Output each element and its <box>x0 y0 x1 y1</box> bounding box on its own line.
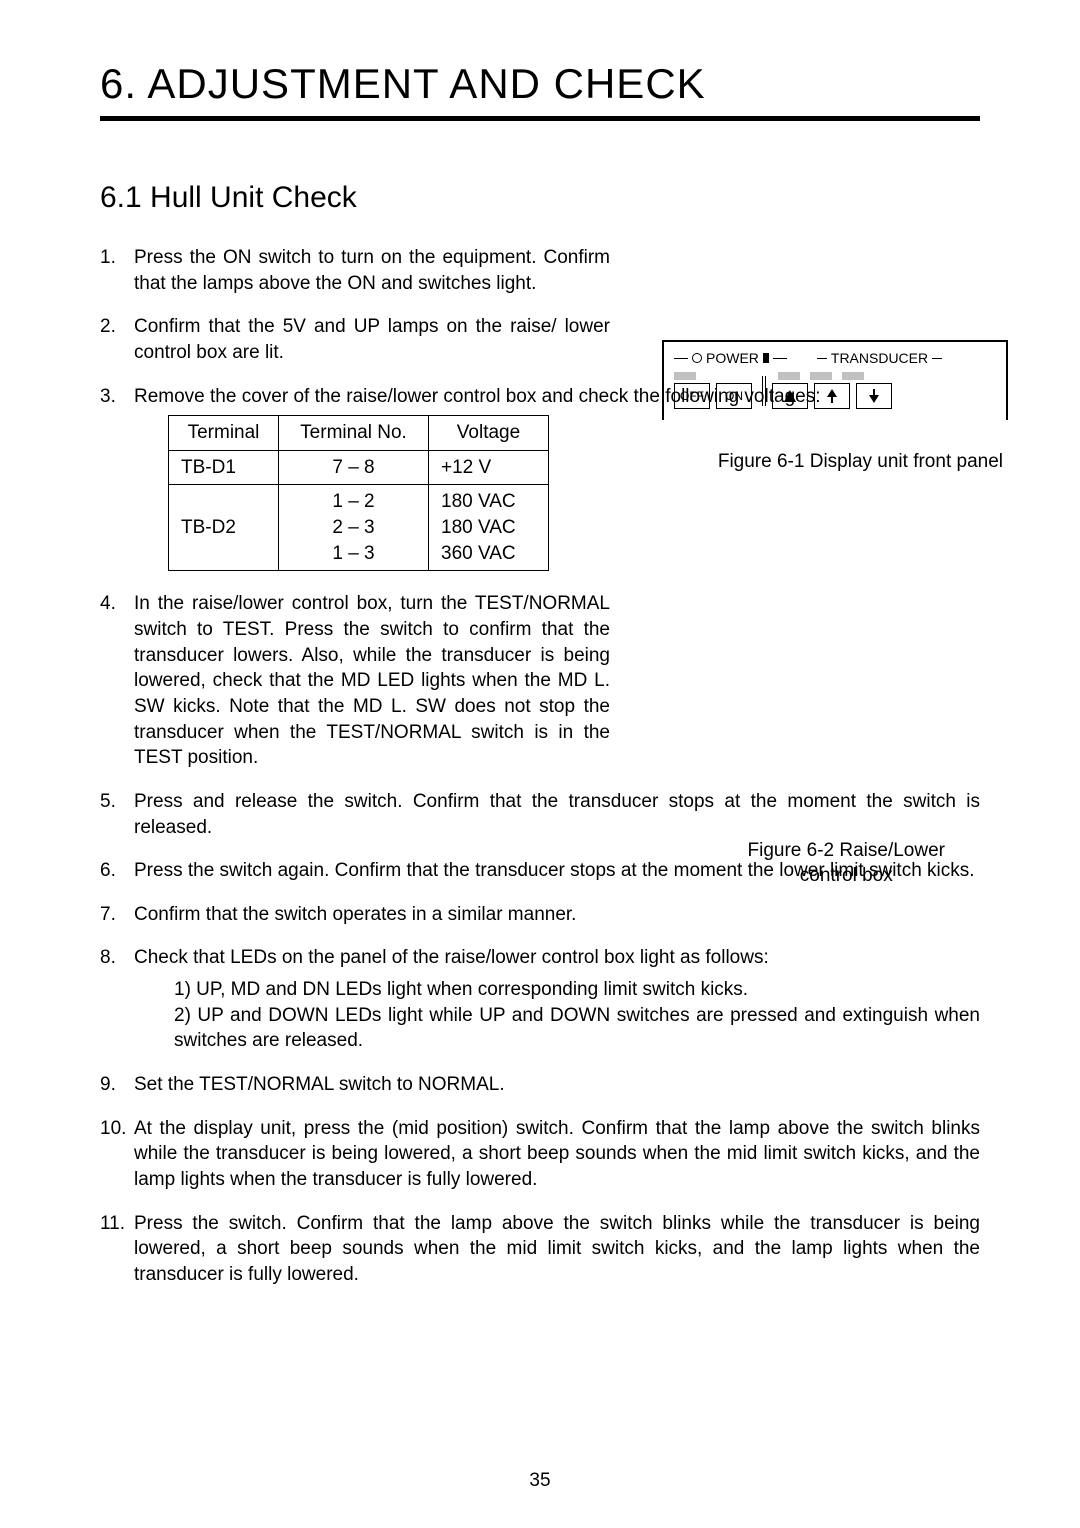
table-header-terminal: Terminal <box>169 416 279 451</box>
step-11: Press the switch. Confirm that the lamp … <box>100 1211 980 1288</box>
step-4: In the raise/lower control box, turn the… <box>100 591 610 770</box>
step-1: Press the ON switch to turn on the equip… <box>100 245 610 296</box>
cell-terminal: TB-D1 <box>169 450 279 485</box>
procedure-list: Press the ON switch to turn on the equip… <box>100 245 980 1288</box>
panel-slot <box>778 372 800 380</box>
cell-terminalno: 1 – 2 2 – 3 1 – 3 <box>279 485 429 571</box>
step-5: Press and release the switch. Confirm th… <box>100 789 980 840</box>
section-title: 6.1 Hull Unit Check <box>100 181 980 215</box>
transducer-label: TRANSDUCER <box>831 350 928 366</box>
cell-terminalno: 7 – 8 <box>279 450 429 485</box>
step-10: At the display unit, press the (mid posi… <box>100 1116 980 1193</box>
table-row: TB-D1 7 – 8 +12 V <box>169 450 549 485</box>
cell-voltage: +12 V <box>429 450 549 485</box>
voltage-table: Terminal Terminal No. Voltage TB-D1 7 – … <box>168 415 549 571</box>
step-3: Remove the cover of the raise/lower cont… <box>100 384 980 572</box>
cell-voltage: 180 VAC 180 VAC 360 VAC <box>429 485 549 571</box>
table-header-voltage: Voltage <box>429 416 549 451</box>
step-8-sub2: 2) UP and DOWN LEDs light while UP and D… <box>148 1003 980 1054</box>
chapter-rule <box>100 116 980 121</box>
page-number: 35 <box>529 1470 550 1492</box>
step-6: Press the switch again. Confirm that the… <box>100 858 980 884</box>
panel-slot <box>842 372 864 380</box>
step-8-sub1: 1) UP, MD and DN LEDs light when corresp… <box>148 977 980 1003</box>
table-header-terminalno: Terminal No. <box>279 416 429 451</box>
panel-slot <box>674 372 696 380</box>
table-row: TB-D2 1 – 2 2 – 3 1 – 3 180 VAC 180 VAC … <box>169 485 549 571</box>
step-9: Set the TEST/NORMAL switch to NORMAL. <box>100 1072 980 1098</box>
step-2: Confirm that the 5V and UP lamps on the … <box>100 314 610 365</box>
step-7: Confirm that the switch operates in a si… <box>100 902 980 928</box>
chapter-title: 6. ADJUSTMENT AND CHECK <box>100 60 980 108</box>
cell-terminal: TB-D2 <box>169 485 279 571</box>
power-label: POWER <box>706 350 759 366</box>
step-8: Check that LEDs on the panel of the rais… <box>100 945 980 1054</box>
power-label-group: POWER <box>674 350 787 366</box>
panel-slot <box>810 372 832 380</box>
